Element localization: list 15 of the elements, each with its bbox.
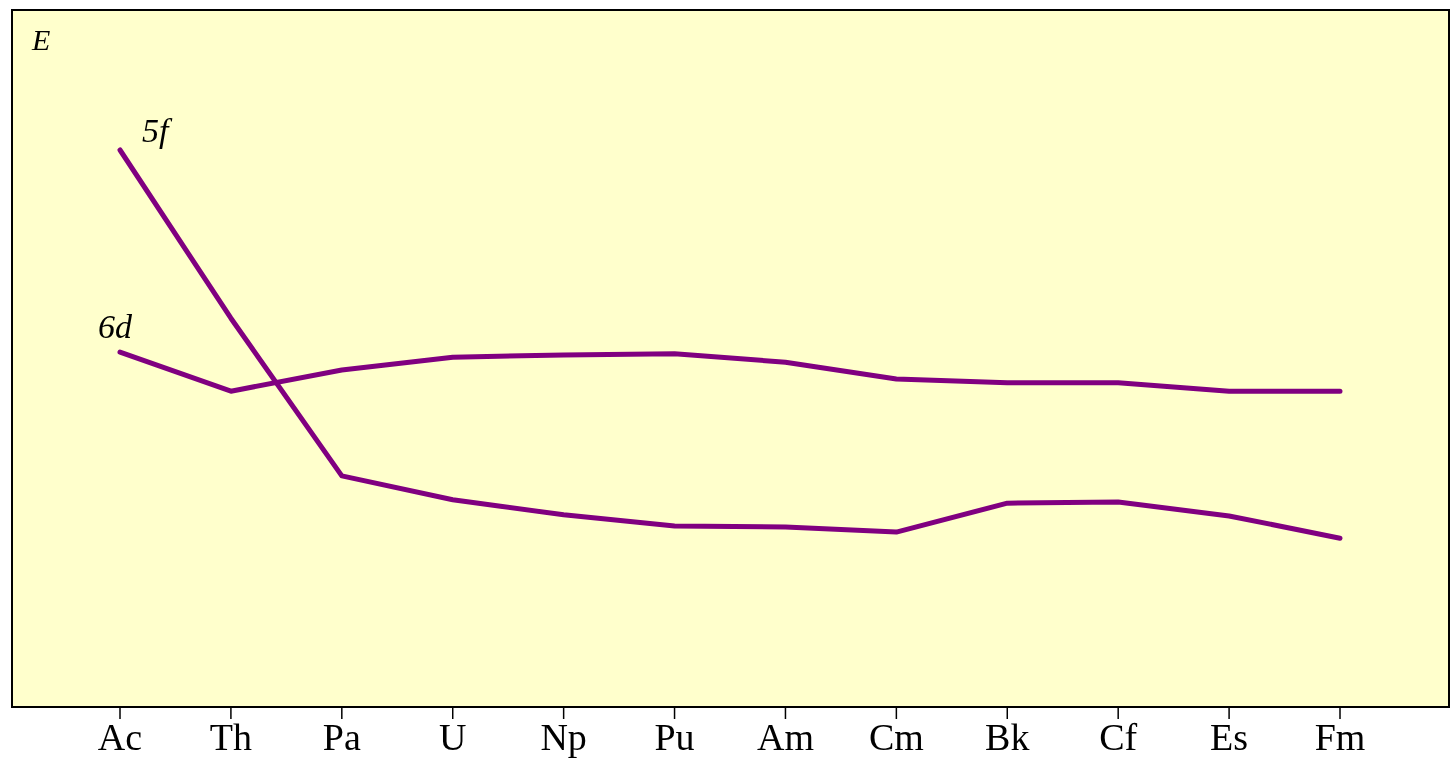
x-tick-label: Ac: [97, 716, 143, 758]
y-axis-title: E: [31, 23, 51, 56]
x-tick-label: Bk: [985, 716, 1030, 758]
x-tick-label: U: [439, 716, 467, 758]
x-tick-label: Cf: [1099, 716, 1138, 758]
x-tick-label: Np: [540, 716, 587, 758]
x-tick-label: Fm: [1314, 716, 1366, 758]
x-tick-label: Am: [756, 716, 814, 758]
x-tick-label: Es: [1210, 716, 1249, 758]
x-tick-label: Th: [209, 716, 253, 758]
x-tick-label: Cm: [868, 716, 924, 758]
x-tick-label: Pa: [322, 716, 361, 758]
series-label: 5f: [142, 112, 173, 149]
x-tick-label: Pu: [654, 716, 695, 758]
series-label: 6d: [98, 308, 133, 346]
